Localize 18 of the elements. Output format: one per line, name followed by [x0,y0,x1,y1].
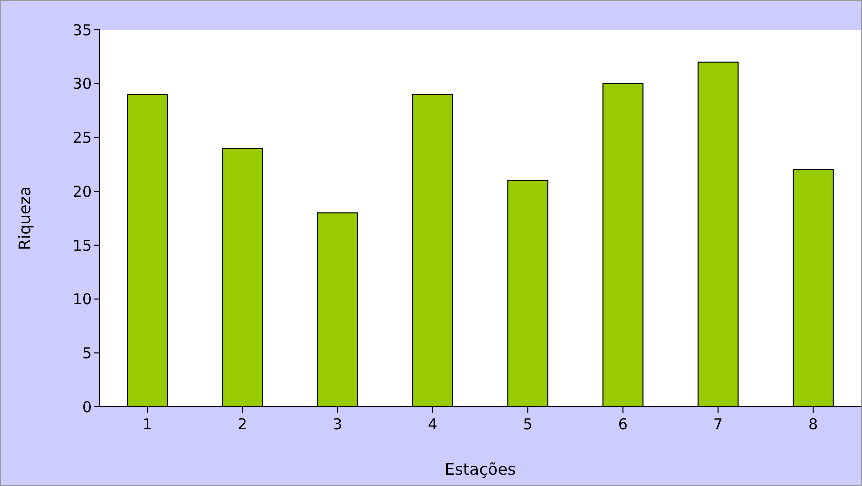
y-tick-label: 35 [72,21,92,40]
x-tick-label: 2 [238,416,248,434]
y-axis-title: Riqueza [16,186,35,250]
y-tick-label: 20 [72,182,92,201]
y-tick-label: 5 [82,344,92,362]
y-tick-label: 10 [72,290,92,309]
y-tick-label: 25 [72,129,92,148]
x-tick-label: 3 [333,416,343,434]
y-tick-label: 15 [72,236,92,255]
x-tick-label: 7 [714,416,724,434]
y-tick-label: 0 [82,398,92,416]
x-tick-label: 4 [428,416,438,434]
x-tick-label: 8 [808,416,818,434]
x-axis-title: Estações [444,460,516,479]
x-tick-label: 5 [523,416,533,434]
x-tick-label: 6 [618,416,628,434]
y-tick-label: 30 [72,75,92,94]
x-tick-label: 1 [142,416,152,434]
